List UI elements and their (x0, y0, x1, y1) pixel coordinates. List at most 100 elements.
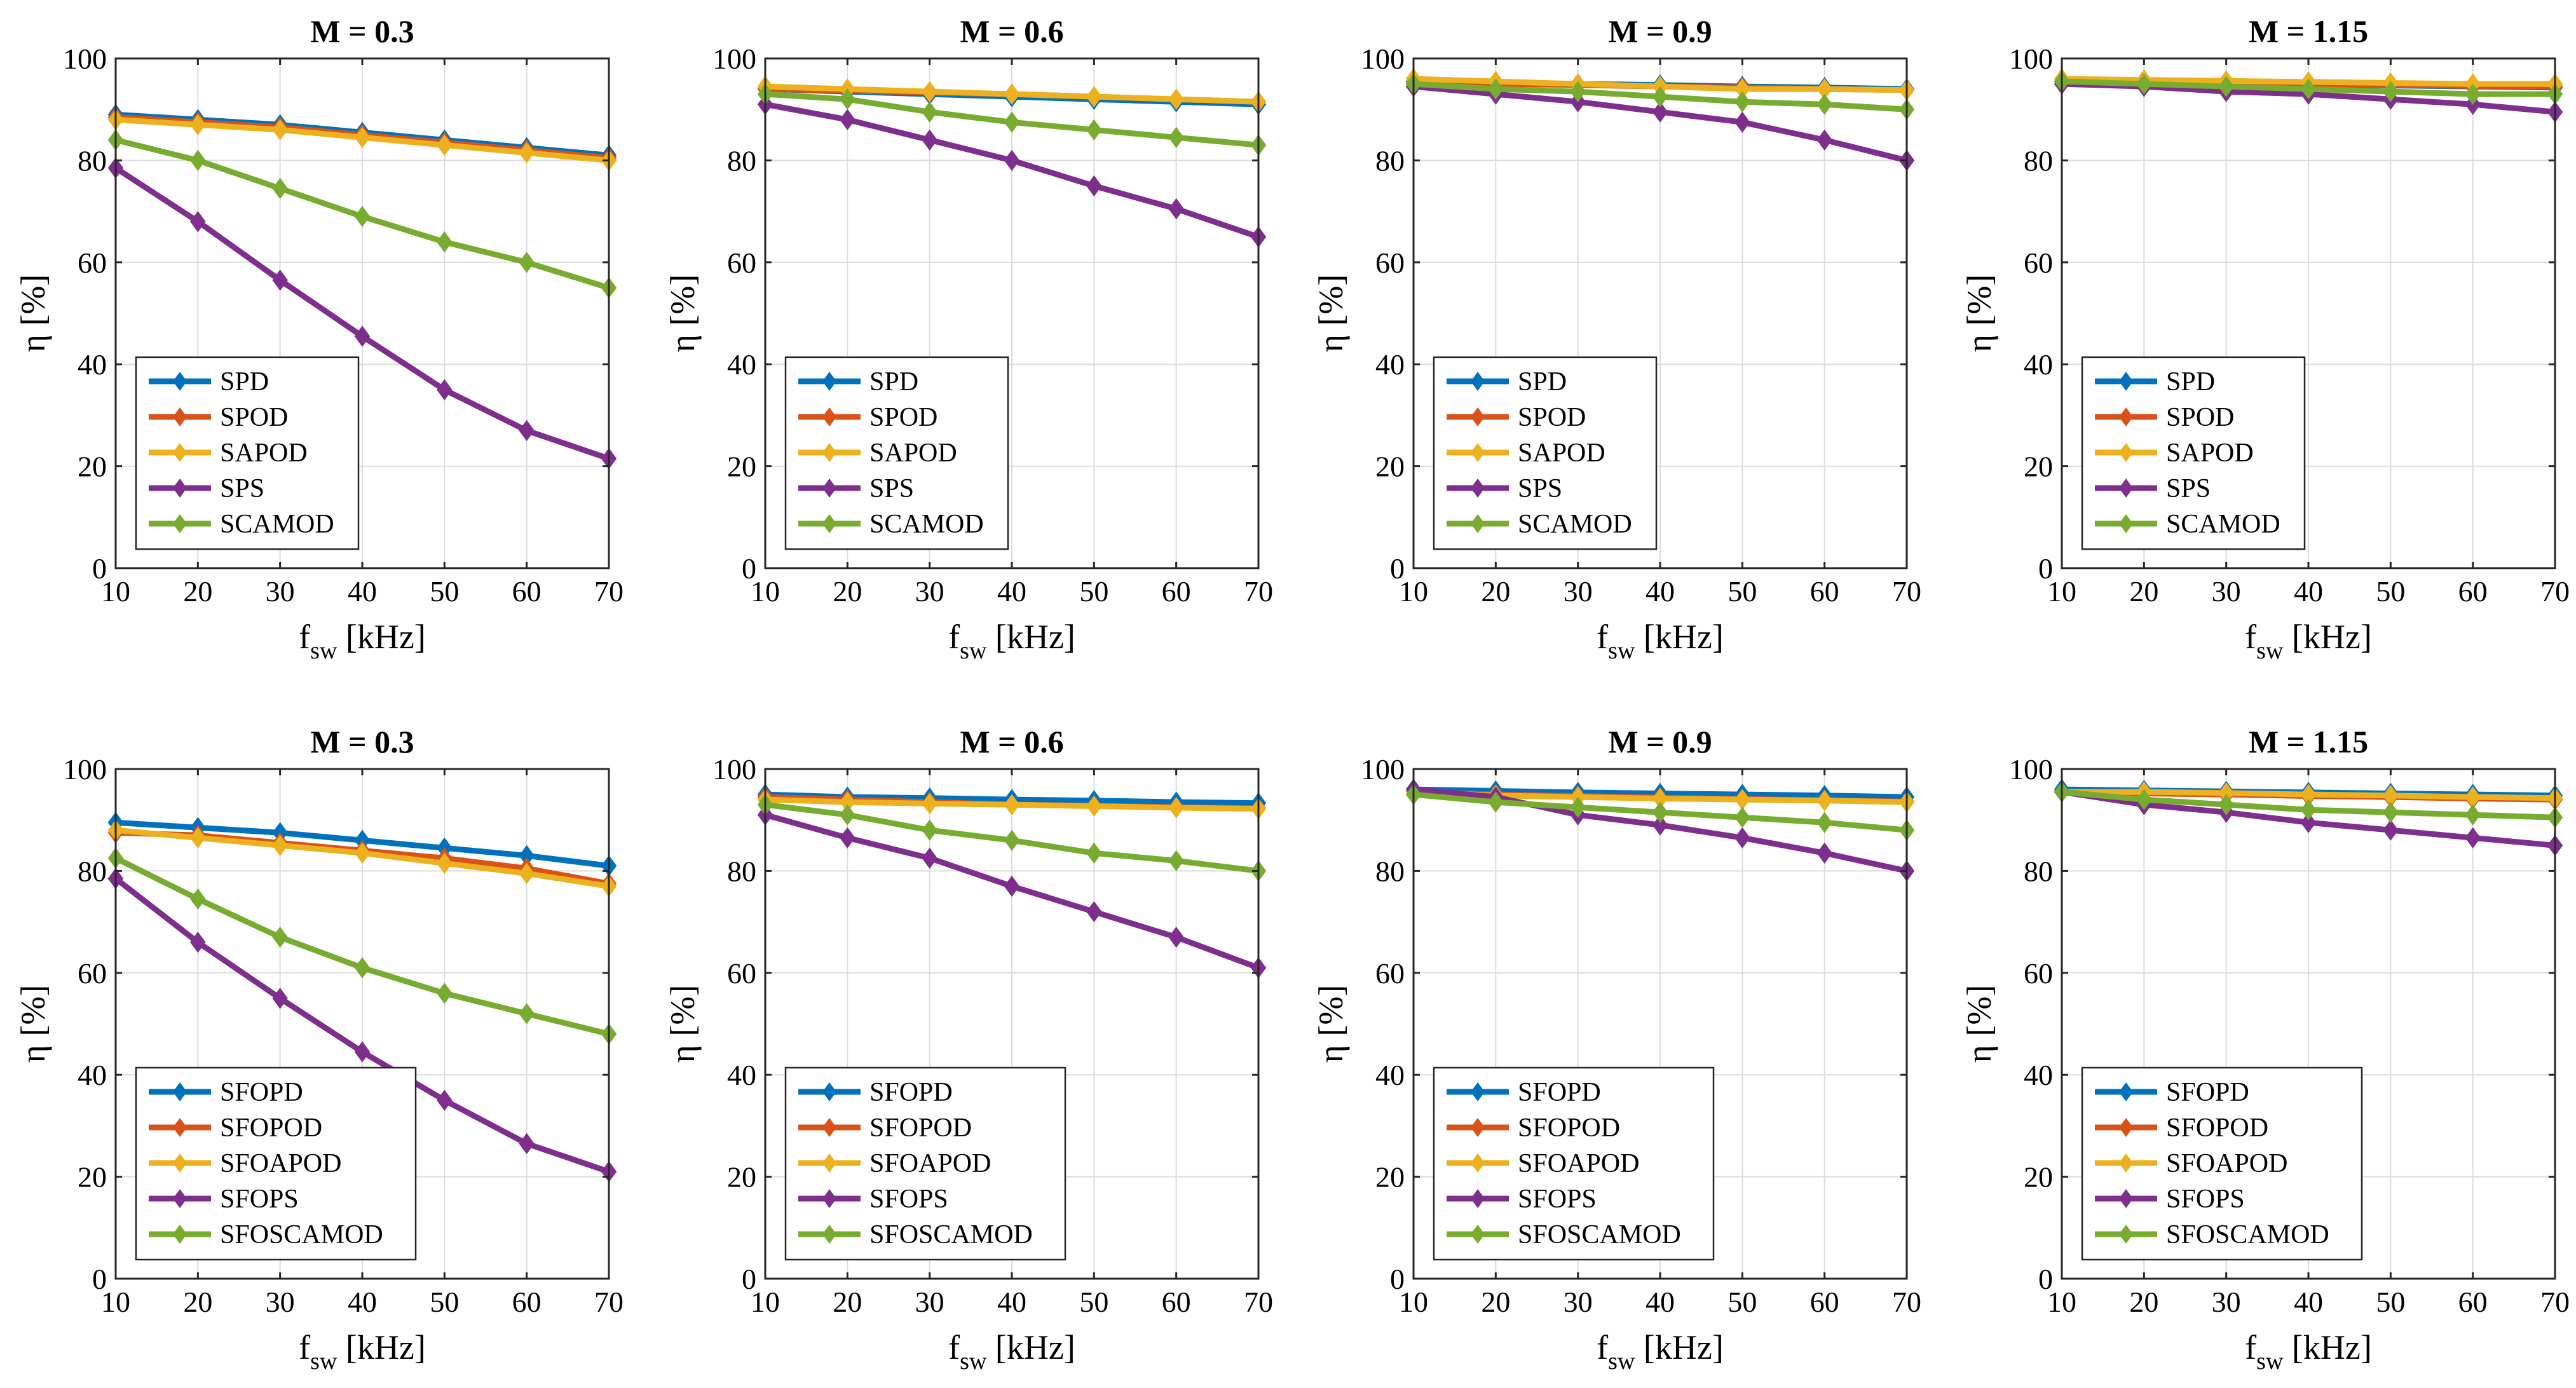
subplot-6: 10 20 30 40 50 60 70 0 20 40 60 80 100 M = 0.6 fsw [kH… (664, 724, 1273, 1375)
data-point-sfoapod (1086, 795, 1102, 817)
data-point-sfoapod (190, 827, 206, 848)
legend: SFOPD SFOPOD SFOAPOD SFOPS SFOSCAMOD (784, 1066, 1067, 1261)
data-point-sfoscamod (840, 804, 855, 826)
y-tick-label: 0 (1390, 552, 1405, 585)
y-tick-label: 80 (727, 144, 756, 177)
data-point-scamod (354, 205, 371, 228)
data-point-sfoscamod (272, 926, 288, 948)
data-point-sfops (1086, 901, 1102, 923)
legend-marker-sfops (822, 1189, 836, 1208)
legend-marker-sfoapod (173, 1153, 187, 1173)
x-tick-label: 30 (915, 575, 944, 608)
x-tick-label: 30 (266, 575, 295, 608)
data-point-sps (1004, 149, 1020, 172)
data-point-sps (1086, 175, 1102, 197)
data-point-sfoscamod (1168, 850, 1184, 872)
y-tick-label: 100 (712, 753, 756, 786)
data-point-sapod (190, 114, 206, 135)
x-tick-label: 70 (594, 575, 624, 608)
x-tick-label: 70 (1892, 1286, 1921, 1318)
data-point-scamod (2218, 76, 2234, 97)
y-axis-label: η [%] (664, 275, 702, 353)
data-point-sps (1652, 101, 1668, 123)
data-point-scamod (1816, 93, 1832, 115)
x-tick-label: 10 (751, 575, 780, 608)
data-point-scamod (1570, 81, 1586, 102)
x-tick-label: 50 (1079, 1286, 1108, 1318)
y-tick-label: 20 (1375, 1161, 1405, 1194)
x-axis-label-main: f (2245, 618, 2256, 656)
legend-marker-spd (1471, 372, 1485, 391)
data-point-sfoscamod (190, 888, 206, 910)
data-point-sfoscamod (437, 983, 453, 1004)
x-tick-label: 40 (348, 575, 377, 608)
x-axis-label-main: f (299, 618, 310, 656)
legend-label-sfoscamod: SFOSCAMOD (869, 1220, 1033, 1249)
data-point-sfops (1816, 842, 1832, 864)
legend-label-sps: SPS (1518, 474, 1562, 503)
x-tick-label: 50 (1079, 575, 1108, 608)
legend: SFOPD SFOPOD SFOAPOD SFOPS SFOSCAMOD (1433, 1066, 1715, 1261)
y-tick-label: 100 (2009, 43, 2053, 75)
data-point-sps (190, 210, 206, 233)
legend-marker-sapod (822, 443, 836, 462)
x-axis-label: fsw [kHz] (299, 618, 426, 664)
data-point-scamod (1734, 91, 1750, 112)
subplot-title: M = 0.6 (960, 724, 1063, 759)
x-tick-label: 20 (833, 1286, 862, 1318)
x-tick-label: 50 (2376, 1286, 2405, 1318)
y-tick-label: 40 (727, 1059, 756, 1091)
legend: SPD SPOD SAPOD SPS SCAMOD (135, 356, 360, 550)
data-point-sps (922, 129, 937, 151)
subplot-title: M = 1.15 (2249, 724, 2368, 759)
legend-marker-sapod (2119, 443, 2133, 462)
x-tick-label: 20 (2129, 575, 2158, 608)
legend-label-scamod: SCAMOD (1518, 510, 1632, 539)
data-point-sfops (190, 931, 206, 953)
legend-marker-scamod (1471, 514, 1485, 533)
legend-label-sfops: SFOPS (2166, 1185, 2245, 1214)
y-tick-label: 0 (1390, 1263, 1405, 1295)
y-tick-label: 100 (2009, 753, 2053, 786)
legend-label-sfoapod: SFOAPOD (869, 1149, 991, 1178)
data-point-sfoapod (1816, 790, 1832, 812)
x-tick-label: 30 (2212, 1286, 2241, 1318)
legend-label-sps: SPS (2166, 474, 2211, 503)
data-point-sfops (519, 1133, 535, 1155)
legend-label-scamod: SCAMOD (220, 510, 334, 539)
y-axis-label: η [%] (1960, 985, 1998, 1063)
legend-marker-sfopd (1471, 1082, 1485, 1101)
legend: SFOPD SFOPOD SFOAPOD SFOPS SFOSCAMOD (135, 1066, 417, 1261)
data-point-scamod (519, 252, 535, 273)
x-axis-label-main: f (948, 618, 960, 656)
x-tick-label: 70 (1244, 1286, 1273, 1318)
x-tick-label: 50 (430, 575, 459, 608)
x-tick-label: 20 (1481, 1286, 1510, 1318)
x-tick-label: 10 (751, 1286, 780, 1318)
legend-marker-spod (173, 407, 187, 426)
legend-marker-sfops (1471, 1189, 1485, 1208)
x-axis-label-subscript: sw (310, 637, 337, 664)
legend-marker-sfops (2119, 1189, 2133, 1208)
legend-marker-spd (173, 372, 187, 391)
data-point-sfoscamod (1488, 791, 1504, 813)
legend: SPD SPOD SAPOD SPS SCAMOD (1433, 356, 1658, 550)
x-tick-label: 20 (183, 1286, 212, 1318)
data-point-sfoapod (1004, 794, 1020, 815)
y-tick-label: 20 (78, 1161, 107, 1194)
y-tick-label: 40 (1375, 1059, 1405, 1091)
y-tick-label: 60 (78, 957, 107, 990)
x-tick-label: 10 (1399, 575, 1428, 608)
data-point-scamod (2383, 81, 2399, 102)
data-point-sfops (272, 988, 288, 1009)
x-axis-label-subscript: sw (1608, 1348, 1635, 1375)
subplot-1: 10 20 30 40 50 60 70 0 20 40 60 80 100 M = 0.3 fsw [kH… (14, 13, 624, 664)
data-point-sfoapod (354, 842, 371, 864)
legend-label-sfoscamod: SFOSCAMOD (220, 1220, 383, 1249)
x-tick-label: 40 (1646, 1286, 1675, 1318)
data-point-sfops (1168, 926, 1184, 948)
legend-label-sfopd: SFOPD (2166, 1078, 2249, 1107)
subplot-title: M = 0.3 (310, 724, 414, 759)
y-tick-label: 20 (78, 451, 107, 483)
legend-marker-sps (822, 479, 836, 498)
